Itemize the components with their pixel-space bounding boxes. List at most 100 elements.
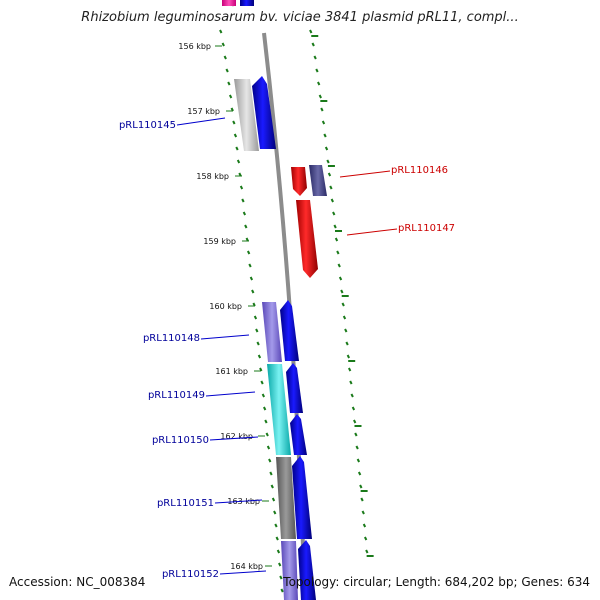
scale-tick — [261, 393, 265, 398]
scale-tick — [318, 94, 322, 99]
kbp-label: 156 kbp — [178, 42, 211, 51]
gene-prl110146[interactable] — [291, 167, 307, 196]
map-title: Rhizobium leguminosarum bv. viciae 3841 … — [81, 10, 519, 25]
gene-label-prl110149[interactable]: pRL110149 — [148, 390, 205, 401]
scale-tick — [359, 484, 363, 489]
scale-tick — [256, 341, 260, 346]
gene-label-prl110148[interactable]: pRL110148 — [143, 333, 200, 344]
accession-text: Accession: NC_008384 — [9, 575, 146, 589]
scale-tick — [276, 549, 281, 554]
scale-tick — [351, 406, 356, 411]
scale-tick — [248, 263, 252, 268]
scale-tick — [311, 42, 315, 47]
kbp-label: 161 kbp — [215, 367, 248, 376]
scale-tick — [275, 536, 279, 541]
gene-prl110151[interactable] — [292, 456, 312, 539]
scale-tick — [349, 380, 353, 385]
scale-tick — [242, 211, 247, 216]
scale-tick — [270, 484, 274, 489]
kbp-label: 157 kbp — [187, 107, 220, 116]
scale-tick — [219, 29, 223, 34]
scale-tick — [249, 276, 254, 281]
scale-tick — [333, 224, 337, 229]
scale-tick — [225, 68, 229, 73]
gene-purple-160[interactable] — [262, 302, 282, 362]
scale-tick — [278, 562, 282, 567]
gene-label-prl110151[interactable]: pRL110151 — [157, 498, 214, 509]
scale-tick — [346, 354, 351, 359]
scale-tick — [244, 224, 248, 229]
scale-tick — [246, 250, 251, 255]
scale-tick — [259, 367, 263, 372]
scale-tick — [355, 445, 359, 450]
scale-tick — [253, 315, 258, 320]
gene-prl110149[interactable] — [286, 363, 303, 413]
scale-tick — [360, 497, 364, 502]
scale-tick — [239, 185, 244, 190]
gene-prl110152[interactable] — [298, 540, 316, 600]
scale-tick — [221, 42, 225, 47]
scale-tick — [260, 380, 264, 385]
gene-prl110150[interactable] — [290, 414, 307, 455]
scale-tick — [227, 81, 231, 86]
scale-tick — [344, 328, 348, 333]
gene-gray-157[interactable] — [234, 79, 259, 151]
scale-tracks — [219, 29, 374, 593]
scale-tick — [223, 55, 227, 60]
gene-label-prl110146[interactable]: pRL110146 — [391, 165, 448, 176]
scale-tick — [235, 146, 239, 151]
gene-cyan-161[interactable] — [267, 364, 291, 455]
scale-tick — [354, 432, 358, 437]
gene-features — [222, 0, 327, 600]
scale-tick — [326, 159, 330, 164]
scale-tick — [228, 94, 233, 99]
scale-tick — [236, 159, 241, 164]
gene-pink-partial[interactable] — [222, 0, 236, 6]
scale-tick — [255, 328, 259, 333]
scale-tick — [338, 276, 343, 281]
scale-tick — [347, 367, 352, 372]
scale-tick — [323, 133, 327, 138]
scale-tick — [262, 406, 267, 411]
gene-prl110147[interactable] — [296, 200, 318, 278]
gene-label-prl110147[interactable]: pRL110147 — [398, 223, 455, 234]
scale-tick — [321, 120, 326, 125]
gene-gray-163[interactable] — [276, 457, 296, 539]
scale-tick — [271, 497, 276, 502]
scale-tick — [345, 341, 349, 346]
gene-label-prl110152[interactable]: pRL110152 — [162, 569, 219, 580]
scale-tick — [251, 289, 255, 294]
gene-prl110148[interactable] — [280, 300, 299, 361]
gene-purple-164[interactable] — [281, 541, 298, 600]
scale-tick — [257, 354, 262, 359]
gene-navy-158[interactable] — [309, 165, 327, 196]
kbp-label: 164 kbp — [230, 562, 263, 571]
gene-labels: pRL110145 pRL110146 pRL110147 pRL110148 … — [119, 117, 455, 580]
kbp-label: 162 kbp — [220, 432, 253, 441]
gene-prl110145[interactable] — [252, 76, 276, 149]
summary-text: Topology: circular; Length: 684,202 bp; … — [283, 575, 590, 589]
kbp-label: 158 kbp — [196, 172, 229, 181]
scale-tick — [336, 250, 340, 255]
scale-tick — [361, 510, 365, 515]
kbp-label: 159 kbp — [203, 237, 236, 246]
scale-tick — [315, 68, 319, 73]
scale-tick — [241, 198, 245, 203]
scale-tick — [320, 107, 324, 112]
scale-tick — [317, 81, 321, 86]
scale-tick — [266, 445, 271, 450]
gene-blue-partial[interactable] — [240, 0, 254, 6]
gene-label-prl110145[interactable]: pRL110145 — [119, 120, 176, 131]
scale-tick — [274, 523, 278, 528]
scale-tick — [324, 146, 329, 151]
scale-tick — [357, 471, 362, 476]
kbp-label: 160 kbp — [209, 302, 242, 311]
scale-tick — [265, 432, 269, 437]
scale-tick — [353, 419, 357, 424]
scale-tick — [329, 185, 333, 190]
scale-tick — [356, 458, 361, 463]
scale-tick — [341, 302, 345, 307]
scale-tick — [340, 289, 344, 294]
scale-tick — [233, 133, 238, 138]
gene-label-prl110150[interactable]: pRL110150 — [152, 435, 209, 446]
